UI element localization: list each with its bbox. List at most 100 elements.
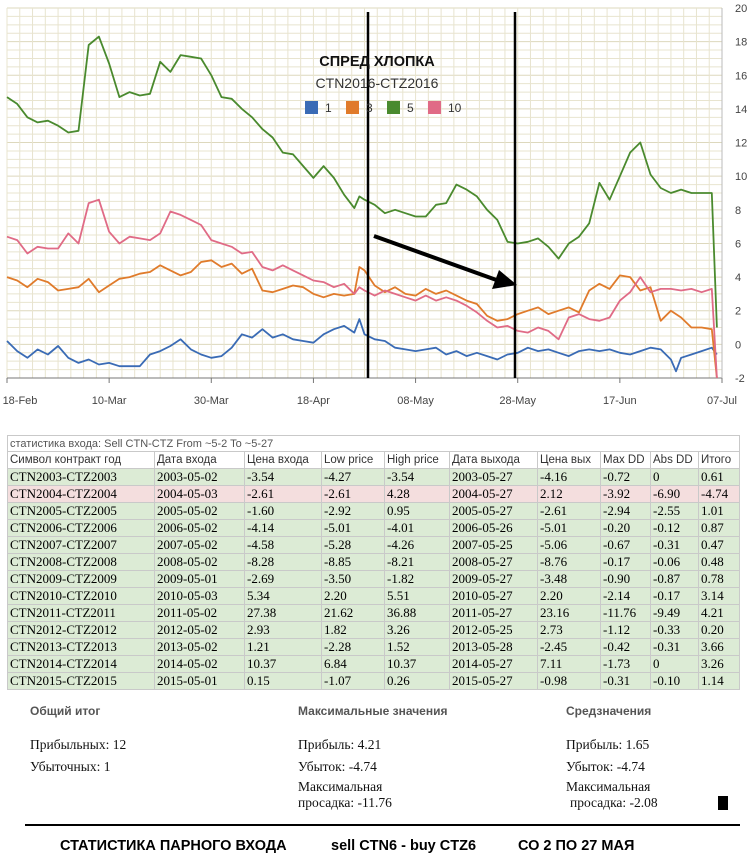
summary-max-title: Максимальные значения: [298, 704, 448, 718]
table-row: CTN2015-CTZ2015 2015-05-01 0.15 -1.07 0.26 20…: [7, 672, 741, 690]
table-cell: -2.14: [600, 587, 651, 605]
table-cell: CTN2008-CTZ2008: [7, 553, 155, 571]
table-cell: CTN2011-CTZ2011: [7, 604, 155, 622]
table-row: CTN2014-CTZ2014 2014-05-02 10.37 6.84 10.37 2…: [7, 655, 741, 673]
y-axis-ticks: -2 0 2 4 6 8 10 12 14 16 18 20: [735, 3, 747, 385]
table-cell: 0.61: [697, 468, 741, 486]
corner-mark: [718, 796, 728, 810]
table-cell: CTN2012-CTZ2012: [7, 621, 155, 639]
table-cell: 2009-05-27: [449, 570, 538, 588]
table-cell: 2014-05-27: [449, 655, 538, 673]
table-header-cell: Символ контракт год: [7, 451, 155, 469]
table-header-cell: Итого: [697, 451, 741, 469]
table-cell: -3.50: [321, 570, 385, 588]
table-cell: -2.45: [537, 638, 601, 656]
footer-title: СТАТИСТИКА ПАРНОГО ВХОДА: [60, 838, 287, 854]
table-row: CTN2012-CTZ2012 2012-05-02 2.93 1.82 3.26 201…: [7, 621, 741, 639]
table-cell: 2005-05-27: [449, 502, 538, 520]
table-header-cell: Low price: [321, 451, 385, 469]
table-cell: -0.72: [600, 468, 651, 486]
table-cell: 2006-05-02: [154, 519, 245, 537]
table-cell: -3.54: [384, 468, 450, 486]
summary-max-dd-value: просадка: -11.76: [298, 795, 392, 810]
y-tick-label: 20: [735, 3, 747, 15]
table-cell: 0.20: [697, 621, 741, 639]
table-cell: -0.06: [650, 553, 699, 571]
x-tick-label: 18-Feb: [3, 395, 38, 407]
table-cell: 3.14: [697, 587, 741, 605]
chart-subtitle: CTN2016-CTZ2016: [316, 75, 439, 91]
y-tick-label: -2: [735, 373, 745, 385]
table-cell: 2004-05-27: [449, 485, 538, 503]
table-cell: 0.95: [384, 502, 450, 520]
chart-series: [6, 35, 718, 379]
table-cell: 27.38: [244, 604, 322, 622]
summary-avg-loss: Убыток: -4.74: [566, 759, 645, 774]
table-cell: -2.28: [321, 638, 385, 656]
table-cell: -1.82: [384, 570, 450, 588]
bottom-divider: [25, 824, 740, 826]
table-cell: 0.15: [244, 672, 322, 690]
table-cell: -0.10: [650, 672, 699, 690]
x-axis-ticks: 18-Feb 10-Mar 30-Mar 18-Apr 08-May 28-May 17-J…: [3, 378, 737, 407]
table-cell: -3.92: [600, 485, 651, 503]
table-cell: 1.52: [384, 638, 450, 656]
table-cell: 10.37: [244, 655, 322, 673]
table-cell: -5.28: [321, 536, 385, 554]
table-cell: 21.62: [321, 604, 385, 622]
table-cell: 3.26: [697, 655, 741, 673]
table-row: CTN2013-CTZ2013 2013-05-02 1.21 -2.28 1.52 20…: [7, 638, 741, 656]
table-cell: -4.01: [384, 519, 450, 537]
table-row: CTN2008-CTZ2008 2008-05-02 -8.28 -8.85 -8.21…: [7, 553, 741, 571]
table-cell: 0.48: [697, 553, 741, 571]
footer-period: СО 2 ПО 27 МАЯ: [518, 838, 635, 854]
table-cell: -11.76: [600, 604, 651, 622]
table-cell: -5.01: [321, 519, 385, 537]
table-cell: -0.12: [650, 519, 699, 537]
summary-avg-title: Средзначения: [566, 704, 652, 718]
table-cell: CTN2013-CTZ2013: [7, 638, 155, 656]
table-cell: 23.16: [537, 604, 601, 622]
table-cell: 2.12: [537, 485, 601, 503]
summary-max-profit: Прибыль: 4.21: [298, 737, 382, 752]
table-cell: 0.26: [384, 672, 450, 690]
table-cell: 2006-05-26: [449, 519, 538, 537]
table-cell: 1.82: [321, 621, 385, 639]
table-cell: -0.20: [600, 519, 651, 537]
table-cell: 4.21: [697, 604, 741, 622]
y-tick-label: 16: [735, 70, 747, 82]
chart-grid: [6, 7, 723, 379]
legend-label-3: 3: [366, 101, 373, 115]
table-row: CTN2011-CTZ2011 2011-05-02 27.38 21.62 36.88…: [7, 604, 741, 622]
table-cell: 2012-05-25: [449, 621, 538, 639]
series-line-3: [6, 259, 718, 379]
table-cell: 2013-05-02: [154, 638, 245, 656]
legend-swatch-10: [428, 101, 441, 114]
table-row: CTN2006-CTZ2006 2006-05-02 -4.14 -5.01 -4.01…: [7, 519, 741, 537]
table-cell: 3.26: [384, 621, 450, 639]
chart-legend[interactable]: 1 3 5 10: [305, 101, 462, 115]
x-tick-label: 10-Mar: [92, 395, 127, 407]
x-tick-label: 17-Jun: [603, 395, 637, 407]
table-cell: 2014-05-02: [154, 655, 245, 673]
table-cell: 6.84: [321, 655, 385, 673]
table-cell: 4.28: [384, 485, 450, 503]
table-caption-row: статистика входа: Sell CTN-CTZ From ~5-2…: [6, 435, 741, 452]
summary-max-dd-label: Максимальная: [298, 779, 383, 794]
table-cell: 2008-05-27: [449, 553, 538, 571]
spread-chart: -2 0 2 4 6 8 10 12 14 16 18 20 18-Feb 10-Mar 30-Mar 18…: [0, 0, 751, 410]
y-tick-label: 14: [735, 104, 747, 116]
table-cell: -5.01: [537, 519, 601, 537]
legend-label-10: 10: [448, 101, 462, 115]
table-row: CTN2004-CTZ2004 2004-05-03 -2.61 -2.61 4.28 2…: [7, 485, 741, 503]
table-cell: 2.93: [244, 621, 322, 639]
summary-total-title: Общий итог: [30, 704, 101, 718]
table-header-cell: Max DD: [600, 451, 651, 469]
table-header-cell: High price: [384, 451, 450, 469]
table-cell: CTN2009-CTZ2009: [7, 570, 155, 588]
table-header-cell: Цена вых: [537, 451, 601, 469]
table-cell: -0.17: [600, 553, 651, 571]
table-cell: 3.66: [697, 638, 741, 656]
table-cell: -2.61: [537, 502, 601, 520]
x-tick-label: 07-Jul: [707, 395, 737, 407]
